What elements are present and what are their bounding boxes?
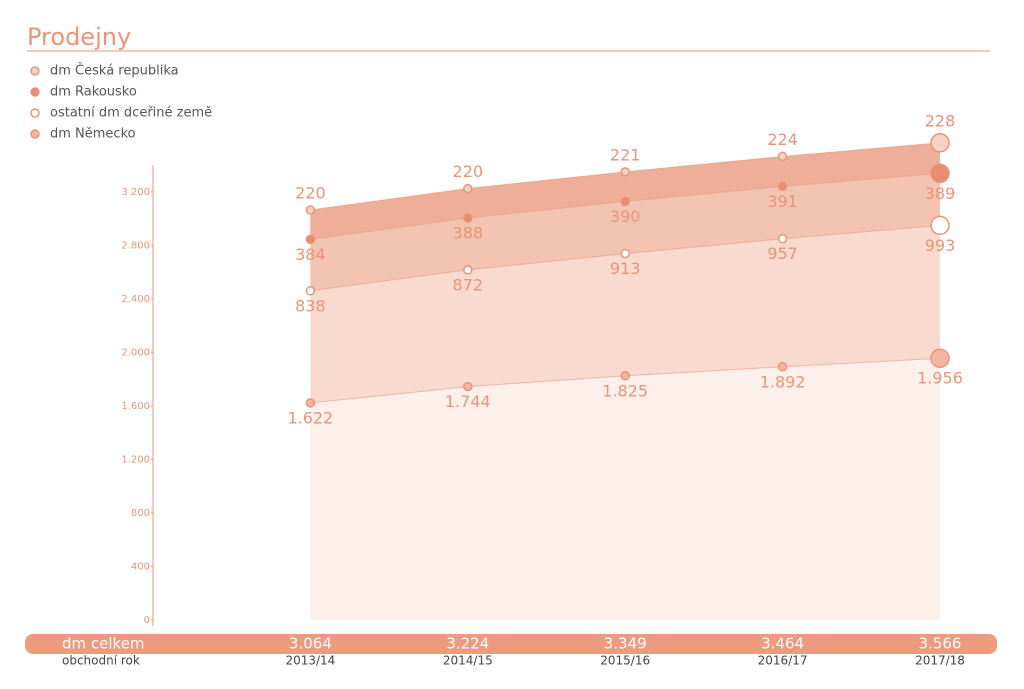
- value-label: 957: [767, 244, 798, 263]
- value-label: 221: [610, 145, 641, 164]
- point: [930, 215, 950, 236]
- point: [463, 265, 473, 275]
- x-tick-label: 2015/16: [600, 654, 650, 668]
- total-label: 3.349: [604, 635, 647, 653]
- point: [620, 167, 630, 177]
- totals-bar: [25, 634, 997, 654]
- point: [777, 362, 788, 372]
- point: [463, 213, 473, 223]
- value-label: 913: [610, 259, 641, 278]
- total-label: 3.224: [446, 635, 489, 653]
- value-label: 1.622: [287, 408, 333, 427]
- totals-label: dm celkem: [62, 635, 145, 653]
- y-tick-label: 1.600: [121, 401, 150, 412]
- value-label: 220: [295, 183, 326, 202]
- chart-title: Prodejny: [27, 23, 131, 51]
- point: [463, 381, 473, 392]
- point: [777, 151, 788, 162]
- value-label: 993: [925, 236, 956, 255]
- y-tick-label: 2.800: [121, 240, 150, 251]
- area: [310, 173, 940, 291]
- value-label: 838: [295, 296, 326, 315]
- legend-label: dm Česká republika: [50, 63, 179, 79]
- point: [930, 348, 950, 368]
- point: [777, 233, 788, 244]
- value-label: 389: [925, 184, 956, 203]
- y-tick-label: 3 200: [121, 187, 150, 198]
- y-tick-label: 0: [144, 615, 150, 626]
- area: [310, 358, 940, 620]
- total-label: 3.464: [761, 635, 804, 653]
- total-label: 3.064: [289, 635, 332, 653]
- x-axis-label: obchodní rok: [62, 654, 140, 668]
- y-tick-label: 1.200: [121, 454, 150, 465]
- value-label: 220: [453, 162, 484, 181]
- y-tick-label: 2.000: [121, 347, 150, 358]
- legend-marker: [30, 87, 40, 97]
- legend-marker: [30, 66, 40, 76]
- point: [305, 398, 316, 408]
- x-tick-label: 2016/17: [758, 654, 808, 668]
- point: [305, 205, 316, 215]
- total-label: 3.566: [919, 635, 962, 653]
- point: [777, 181, 788, 192]
- point: [463, 183, 473, 194]
- point: [305, 286, 316, 296]
- value-label: 872: [453, 275, 484, 294]
- legend-marker: [30, 129, 40, 139]
- area: [310, 225, 940, 403]
- legend-label: dm Německo: [50, 127, 136, 142]
- y-tick-label: 400: [131, 561, 150, 572]
- value-label: 390: [610, 207, 641, 226]
- point: [620, 371, 630, 381]
- value-label: 1.956: [917, 369, 963, 388]
- value-label: 224: [767, 130, 798, 149]
- point: [305, 234, 316, 245]
- value-label: 1.825: [602, 381, 648, 400]
- y-tick-label: 2.400: [121, 294, 150, 305]
- value-label: 1.744: [445, 392, 491, 411]
- value-label: 388: [453, 223, 484, 242]
- point: [620, 196, 630, 207]
- value-label: 391: [767, 192, 798, 211]
- x-tick-label: 2013/14: [285, 654, 335, 668]
- legend-marker: [30, 108, 40, 118]
- value-label: 228: [925, 111, 956, 130]
- legend-label: ostatní dm dceřiné země: [50, 106, 212, 121]
- value-label: 384: [295, 245, 326, 264]
- legend-label: dm Rakousko: [50, 85, 137, 100]
- y-tick-label: 800: [131, 508, 150, 519]
- point: [930, 163, 950, 184]
- x-tick-label: 2017/18: [915, 654, 965, 668]
- value-label: 1.892: [760, 372, 806, 391]
- point: [930, 133, 950, 153]
- x-tick-label: 2014/15: [443, 654, 493, 668]
- point: [620, 248, 630, 259]
